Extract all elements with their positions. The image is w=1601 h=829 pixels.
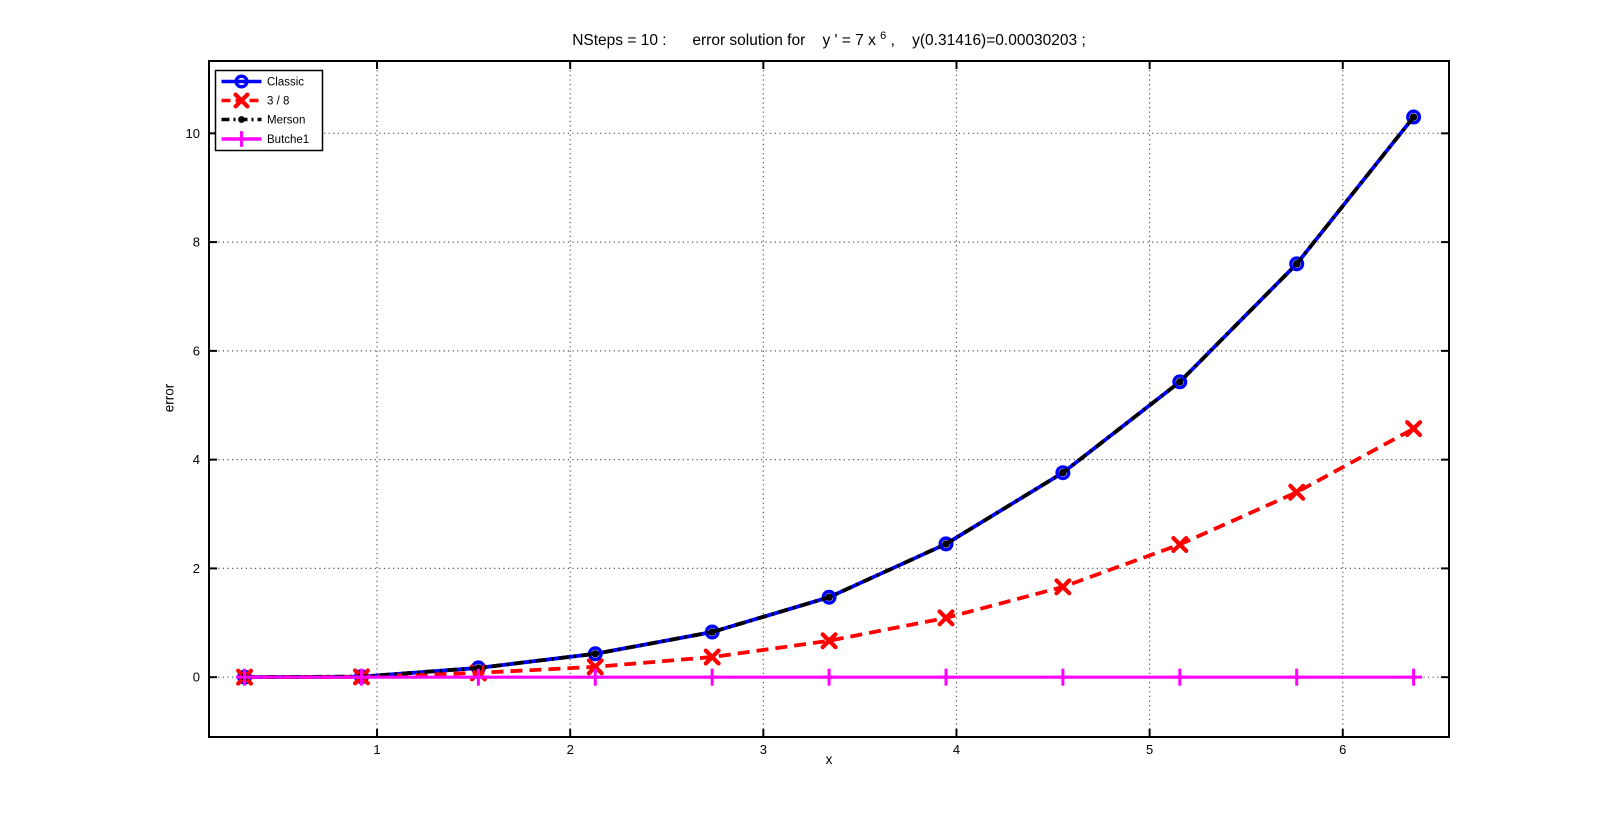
chart-title-suffix: , y(0.31416)=0.00030203 ; bbox=[886, 32, 1086, 49]
legend-item-butche1: Butche1 bbox=[221, 131, 309, 147]
series-line bbox=[244, 115, 1416, 680]
marker-circle bbox=[1289, 256, 1305, 272]
marker-dot bbox=[591, 650, 599, 658]
legend-item-3-8: 3 / 8 bbox=[221, 92, 289, 109]
x-tick-label: 5 bbox=[1146, 742, 1153, 757]
marker-x bbox=[820, 632, 838, 650]
marker-circle bbox=[938, 536, 954, 552]
chart-title-exponent: 6 bbox=[880, 30, 887, 42]
marker-x bbox=[703, 648, 721, 666]
series-3-8 bbox=[236, 420, 1423, 686]
x-tick-label: 6 bbox=[1339, 742, 1346, 757]
x-tick-label: 1 bbox=[373, 742, 380, 757]
legend-box bbox=[214, 69, 324, 152]
legend-label: Classic bbox=[267, 77, 304, 89]
y-axis-label: error bbox=[161, 383, 177, 413]
marker-x bbox=[1288, 483, 1306, 501]
legend: Classic 3 / 8 Merson Butche1 bbox=[214, 69, 324, 152]
marker-dot bbox=[1293, 260, 1301, 268]
series-butche1 bbox=[236, 668, 1423, 686]
marker-dot bbox=[1176, 378, 1184, 386]
marker-circle bbox=[1406, 109, 1422, 125]
marker-dot bbox=[238, 116, 245, 123]
marker-dot bbox=[474, 664, 483, 672]
legend-label: Butche1 bbox=[267, 134, 309, 146]
series-line bbox=[244, 115, 1416, 680]
legend-item-classic: Classic bbox=[221, 74, 304, 89]
marker-dot bbox=[825, 593, 833, 601]
y-tick-label: 10 bbox=[186, 126, 200, 141]
axes-frame bbox=[208, 60, 1450, 738]
legend-label: 3 / 8 bbox=[267, 96, 289, 108]
marker-dot bbox=[942, 540, 950, 548]
series-merson bbox=[240, 113, 1418, 681]
y-tick-label: 6 bbox=[193, 343, 200, 358]
y-tick-label: 4 bbox=[193, 452, 200, 467]
marker-x bbox=[1171, 535, 1189, 553]
marker-circle bbox=[1055, 465, 1071, 481]
y-tick-label: 0 bbox=[193, 670, 200, 685]
chart-title-text: NSteps = 10 : error solution for y ' = 7… bbox=[572, 32, 881, 49]
chart-title: NSteps = 10 : error solution for y ' = 7… bbox=[209, 30, 1449, 50]
x-tick-label: 2 bbox=[567, 742, 574, 757]
x-tick-label: 4 bbox=[953, 742, 960, 757]
marker-circle bbox=[1172, 374, 1188, 390]
y-tick-label: 2 bbox=[193, 561, 200, 576]
x-tick-label: 3 bbox=[760, 742, 767, 757]
marker-x bbox=[233, 92, 250, 109]
marker-x bbox=[586, 658, 604, 676]
y-tick-label: 8 bbox=[193, 235, 200, 250]
x-axis-label: x bbox=[825, 752, 833, 767]
marker-x bbox=[937, 609, 955, 627]
marker-dot bbox=[708, 628, 716, 636]
marker-dot bbox=[1059, 468, 1067, 477]
marker-x bbox=[1054, 578, 1072, 596]
legend-label: Merson bbox=[267, 115, 305, 127]
marker-dot bbox=[1409, 113, 1418, 121]
series-line bbox=[244, 426, 1415, 680]
legend-item-merson: Merson bbox=[221, 115, 305, 127]
marker-circle bbox=[234, 74, 249, 89]
marker-x bbox=[1405, 420, 1423, 438]
